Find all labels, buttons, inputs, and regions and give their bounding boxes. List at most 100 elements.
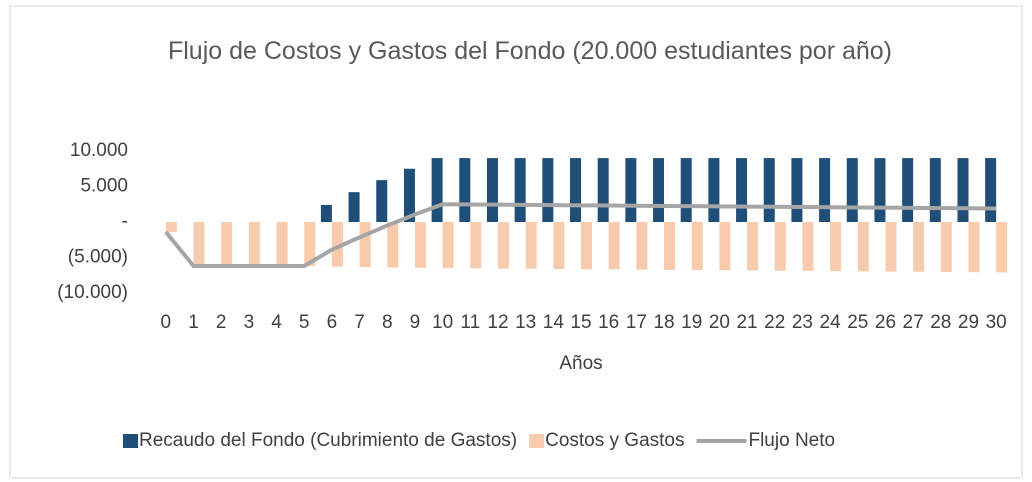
bar — [708, 158, 720, 222]
legend-label: Costos y Gastos — [545, 430, 684, 451]
bar — [636, 222, 648, 270]
x-tick-label: 5 — [299, 312, 310, 333]
x-tick-label: 8 — [382, 312, 393, 333]
x-tick-label: 4 — [271, 312, 282, 333]
x-tick-label: 29 — [958, 312, 979, 333]
y-tick-label: - — [122, 211, 128, 232]
x-tick-label: 28 — [930, 312, 951, 333]
bar — [597, 158, 609, 222]
bar — [664, 222, 676, 270]
x-tick-label: 14 — [543, 312, 565, 333]
x-axis-title: Años — [559, 353, 602, 374]
x-tick-label: 0 — [161, 312, 172, 333]
bar — [497, 222, 509, 269]
x-tick-label: 12 — [487, 312, 508, 333]
x-tick-label: 18 — [653, 312, 674, 333]
bar — [802, 222, 814, 271]
bar — [957, 158, 969, 222]
x-tick-label: 23 — [792, 312, 813, 333]
bar — [857, 222, 869, 272]
x-tick-label: 7 — [354, 312, 365, 333]
x-tick-label: 1 — [188, 312, 199, 333]
bar — [248, 222, 260, 267]
bar — [819, 158, 831, 222]
y-tick-label: (10.000) — [57, 282, 128, 303]
x-tick-label: 30 — [986, 312, 1007, 333]
bar — [653, 158, 665, 222]
chart-border — [9, 5, 1023, 479]
y-tick-label: (5.000) — [68, 247, 128, 268]
x-tick-label: 26 — [875, 312, 896, 333]
bar — [486, 158, 498, 222]
x-tick-label: 16 — [598, 312, 619, 333]
bar — [791, 158, 803, 222]
x-tick-label: 25 — [847, 312, 868, 333]
bar — [514, 158, 526, 222]
chart-title: Flujo de Costos y Gastos del Fondo (20.0… — [167, 37, 893, 65]
bar — [442, 222, 454, 269]
bar — [193, 222, 205, 267]
bar — [581, 222, 592, 270]
bar — [774, 222, 786, 271]
bar — [570, 158, 581, 222]
bar — [719, 222, 731, 271]
bar — [874, 158, 886, 222]
bar — [221, 222, 233, 267]
legend-swatch — [123, 434, 138, 448]
bar — [996, 222, 1008, 273]
bar — [968, 222, 980, 273]
x-tick-label: 21 — [736, 312, 757, 333]
bar — [985, 158, 997, 222]
x-tick-label: 20 — [709, 312, 730, 333]
bar — [747, 222, 759, 271]
x-tick-label: 9 — [410, 312, 421, 333]
bar — [331, 222, 343, 267]
bar — [885, 222, 897, 272]
x-tick-label: 10 — [432, 312, 453, 333]
bar — [276, 222, 288, 267]
bar — [165, 222, 177, 232]
x-tick-label: 17 — [626, 312, 647, 333]
bar — [691, 222, 703, 271]
bar — [929, 158, 941, 222]
bar — [459, 158, 471, 222]
legend-swatch — [529, 434, 545, 448]
x-tick-label: 6 — [327, 312, 338, 333]
bar — [304, 222, 316, 267]
x-tick-label: 3 — [244, 312, 255, 333]
bar — [763, 158, 775, 222]
bar — [940, 222, 952, 272]
bar — [414, 222, 426, 268]
bar — [525, 222, 537, 269]
bar — [625, 158, 637, 222]
bar — [359, 222, 371, 268]
bar — [470, 222, 482, 269]
bar — [320, 204, 332, 222]
bar — [830, 222, 842, 272]
legend-label: Recaudo del Fondo (Cubrimiento de Gastos… — [139, 430, 517, 451]
line — [164, 202, 997, 269]
legend-label: Flujo Neto — [748, 430, 835, 451]
bar — [431, 158, 443, 222]
bar — [608, 222, 620, 270]
y-tick-label: 10.000 — [70, 140, 128, 161]
x-tick-label: 11 — [460, 312, 480, 333]
bar — [736, 158, 748, 222]
bar — [542, 158, 554, 222]
x-tick-label: 13 — [515, 312, 536, 333]
x-tick-label: 2 — [216, 312, 227, 333]
y-tick-label: 5.000 — [80, 176, 128, 197]
x-tick-label: 22 — [764, 312, 785, 333]
bar — [403, 168, 415, 222]
x-tick-label: 24 — [820, 312, 842, 333]
bar — [902, 158, 914, 222]
bar — [387, 222, 399, 268]
bar — [376, 180, 388, 222]
bar — [553, 222, 565, 270]
x-tick-label: 15 — [570, 312, 591, 333]
x-tick-label: 19 — [681, 312, 702, 333]
x-tick-label: 27 — [903, 312, 924, 333]
bar — [913, 222, 925, 272]
